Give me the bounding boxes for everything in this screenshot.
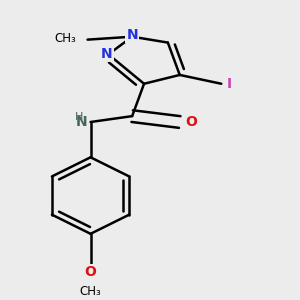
Text: CH₃: CH₃ [80,285,101,298]
Text: O: O [185,115,197,129]
Text: N: N [75,115,87,129]
Text: H: H [75,112,83,122]
Text: N: N [126,28,138,42]
Text: CH₃: CH₃ [54,32,76,45]
Text: N: N [101,47,113,61]
Text: O: O [85,265,97,279]
Text: I: I [227,77,232,91]
